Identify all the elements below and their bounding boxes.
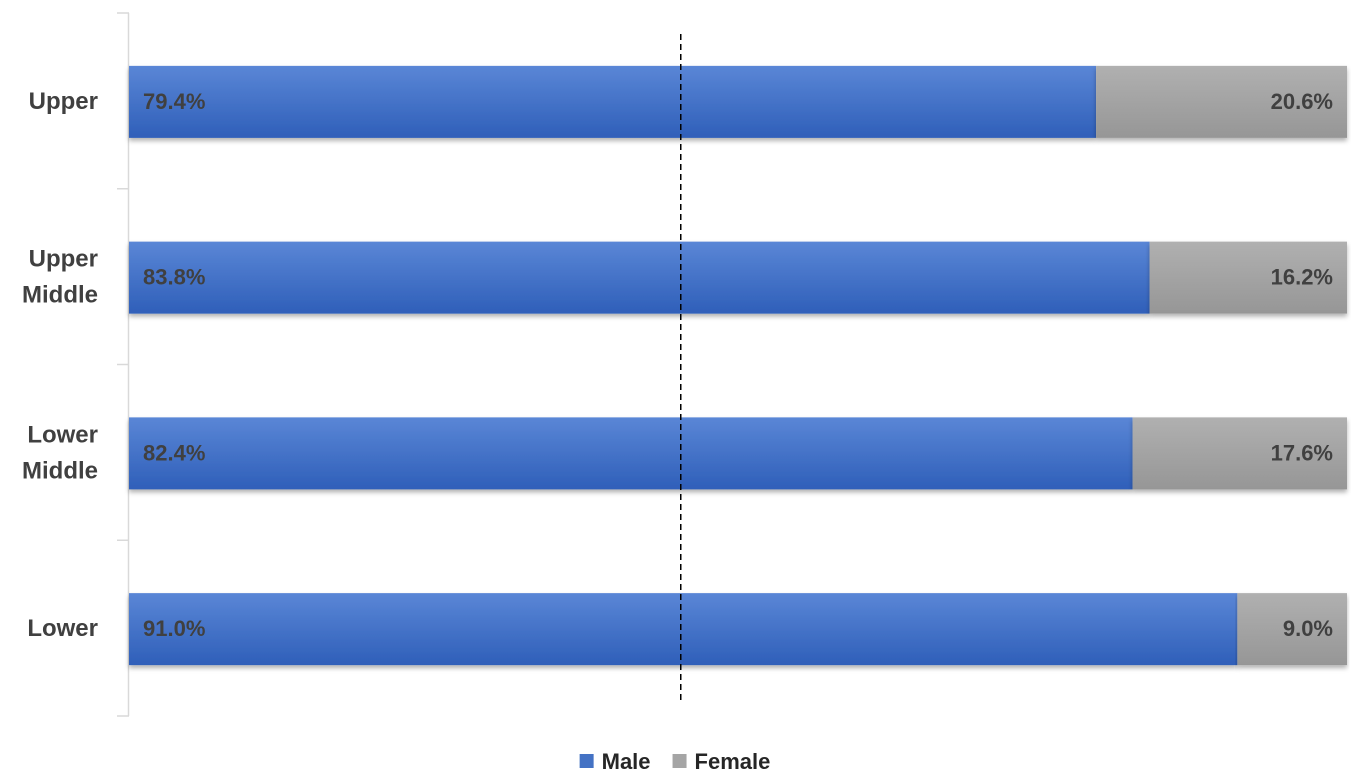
category-label-line: Lower (27, 615, 98, 642)
labels: 79.4% 20.6% Upper 83.8% 16.2% Upper Middle 82.4… (22, 88, 1333, 642)
bar-male-upper-middle (129, 241, 1150, 314)
data-label-male-upper-middle: 83.8% (143, 265, 205, 290)
legend-swatch-male (579, 754, 594, 768)
bar-male-upper (129, 65, 1097, 138)
data-label-female-lower-middle: 17.6% (1271, 440, 1333, 465)
data-label-female-upper: 20.6% (1271, 89, 1333, 114)
data-label-female-lower: 9.0% (1283, 616, 1333, 641)
data-label-male-lower-middle: 82.4% (143, 440, 205, 465)
category-label-line: Lower (27, 421, 98, 448)
bar-male-lower-middle (129, 417, 1133, 490)
category-label-lower: Lower (27, 615, 98, 642)
legend-swatch-female (672, 754, 687, 768)
data-label-female-upper-middle: 16.2% (1271, 265, 1333, 290)
bar-female-lower (1237, 593, 1347, 666)
legend-label-male[interactable]: Male (602, 749, 651, 774)
data-label-male-lower: 91.0% (143, 616, 205, 641)
bars (129, 65, 1347, 666)
data-label-male-upper: 79.4% (143, 89, 205, 114)
category-label-line: Upper (29, 246, 98, 273)
legend[interactable]: Male Female (579, 749, 771, 774)
category-label-upper: Upper (29, 88, 98, 115)
bar-female-upper-middle (1149, 241, 1347, 314)
legend-label-female[interactable]: Female (695, 749, 771, 774)
bar-female-lower-middle (1132, 417, 1347, 490)
y-axis (117, 12, 130, 717)
bar-male-lower (129, 593, 1238, 666)
category-label-upper-middle: Upper Middle (22, 246, 98, 309)
bar-female-upper (1096, 65, 1347, 138)
category-label-lower-middle: Lower Middle (22, 421, 98, 484)
category-label-line: Middle (22, 457, 98, 484)
category-label-line: Upper (29, 88, 98, 115)
category-label-line: Middle (22, 282, 98, 309)
